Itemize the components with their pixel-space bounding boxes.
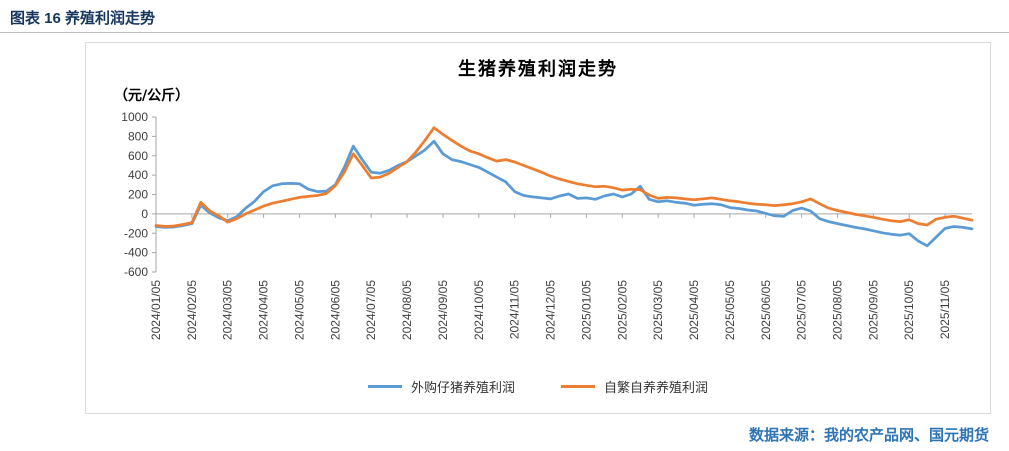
svg-text:200: 200 bbox=[128, 188, 148, 202]
svg-text:2024/09/05: 2024/09/05 bbox=[436, 280, 450, 340]
svg-text:-600: -600 bbox=[124, 265, 148, 279]
svg-text:2024/07/05: 2024/07/05 bbox=[364, 280, 378, 340]
svg-text:2024/02/05: 2024/02/05 bbox=[185, 280, 199, 340]
svg-text:800: 800 bbox=[128, 129, 148, 143]
svg-text:2025/09/05: 2025/09/05 bbox=[866, 280, 880, 340]
svg-text:2024/11/05: 2024/11/05 bbox=[508, 280, 522, 339]
svg-text:2025/05/05: 2025/05/05 bbox=[723, 280, 737, 340]
legend-item-self-breeding: 自繁自养养殖利润 bbox=[561, 377, 708, 396]
legend-line-sample-blue bbox=[367, 385, 402, 388]
svg-text:2025/08/05: 2025/08/05 bbox=[830, 280, 844, 340]
figure-caption: 图表 16 养殖利润走势 bbox=[10, 10, 156, 27]
svg-text:2025/02/05: 2025/02/05 bbox=[615, 280, 629, 340]
svg-text:400: 400 bbox=[128, 168, 148, 182]
svg-text:2024/04/05: 2024/04/05 bbox=[257, 280, 271, 340]
svg-text:2025/07/05: 2025/07/05 bbox=[795, 280, 809, 340]
legend-label-purchased-piglet: 外购仔猪养殖利润 bbox=[410, 381, 515, 396]
y-axis-unit-label: （元/公斤） bbox=[114, 88, 190, 104]
svg-text:2025/10/05: 2025/10/05 bbox=[902, 280, 916, 340]
svg-text:2024/05/05: 2024/05/05 bbox=[292, 280, 306, 340]
chart-title: 生猪养殖利润走势 bbox=[458, 59, 618, 80]
chart-legend: 外购仔猪养殖利润 自繁自养养殖利润 bbox=[86, 377, 990, 396]
svg-text:2024/03/05: 2024/03/05 bbox=[221, 280, 235, 340]
legend-line-sample-orange bbox=[561, 385, 595, 388]
legend-item-purchased-piglet: 外购仔猪养殖利润 bbox=[367, 377, 515, 396]
svg-text:2025/04/05: 2025/04/05 bbox=[687, 280, 701, 340]
legend-label-self-breeding: 自繁自养养殖利润 bbox=[604, 381, 709, 396]
svg-text:2024/10/05: 2024/10/05 bbox=[472, 280, 486, 340]
svg-text:2025/06/05: 2025/06/05 bbox=[759, 280, 773, 340]
svg-text:600: 600 bbox=[128, 149, 148, 163]
svg-text:2024/01/05: 2024/01/05 bbox=[149, 280, 163, 340]
svg-text:2025/11/05: 2025/11/05 bbox=[938, 280, 952, 339]
svg-text:0: 0 bbox=[141, 207, 148, 221]
svg-text:2024/12/05: 2024/12/05 bbox=[544, 280, 558, 340]
data-source-note: 数据来源：我的农产品网、国元期货 bbox=[748, 427, 989, 444]
caption-divider bbox=[0, 32, 1009, 33]
svg-text:1000: 1000 bbox=[121, 110, 148, 124]
chart-container: 生猪养殖利润走势 （元/公斤） 1000 800 600 400 200 0 -200 -40… bbox=[85, 42, 991, 414]
svg-text:-200: -200 bbox=[124, 226, 148, 240]
svg-text:2024/06/05: 2024/06/05 bbox=[328, 280, 342, 340]
svg-text:2025/03/05: 2025/03/05 bbox=[651, 280, 665, 340]
svg-text:2025/01/05: 2025/01/05 bbox=[579, 280, 593, 340]
svg-text:2024/08/05: 2024/08/05 bbox=[400, 280, 414, 340]
svg-text:-400: -400 bbox=[124, 246, 148, 260]
